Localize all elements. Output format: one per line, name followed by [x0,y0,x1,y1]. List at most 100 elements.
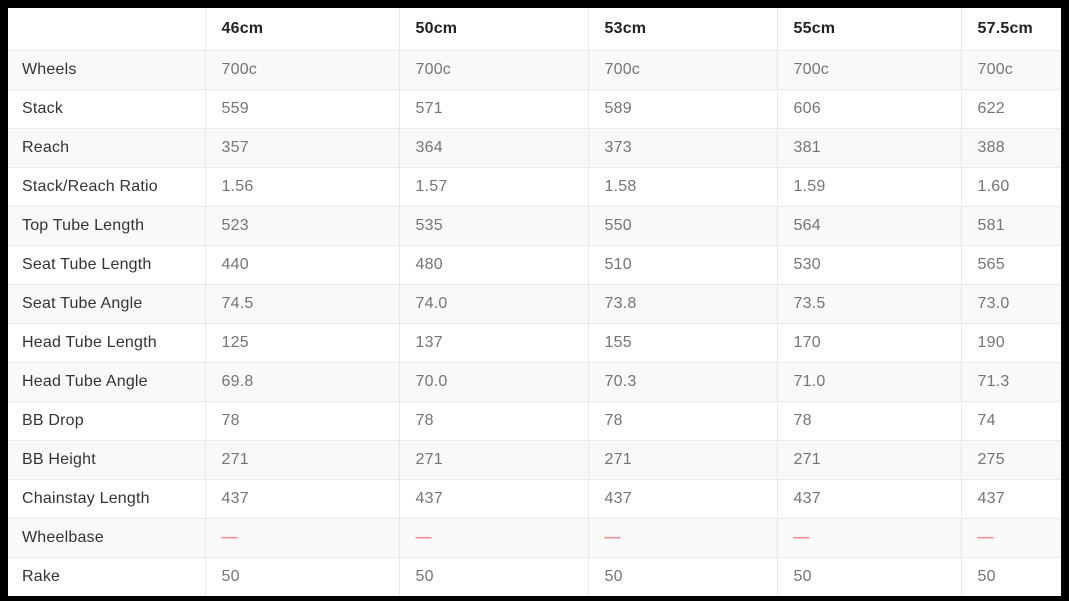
table-cell: 606 [777,89,962,129]
table-cell: 437 [777,479,962,519]
cell-value: 50 [977,568,996,585]
table-cell: 440 [205,245,400,285]
cell-value: 71.0 [793,373,826,390]
table-cell: 50 [588,557,778,596]
table-cell: 1.57 [399,167,589,207]
cell-value: 78 [793,412,812,429]
table-row: Head Tube Angle 69.8 70.0 70.3 71.0 71.3 [8,362,1061,402]
cell-value: 50 [415,568,434,585]
table-cell: 523 [205,206,400,246]
cell-value: 50 [793,568,812,585]
cell-value: 73.0 [977,295,1010,312]
table-cell: 74.5 [205,284,400,324]
table-cell: 700c [399,50,589,90]
cell-value: 71.3 [977,373,1010,390]
table-cell: 437 [205,479,400,519]
cell-value: 1.57 [415,178,448,195]
cell-value: 50 [604,568,623,585]
table-row: Chainstay Length 437 437 437 437 437 [8,479,1061,519]
row-label: Wheels [8,50,206,90]
table-body: Wheels 700c 700c 700c 700c 700c Stack 559 571 589… [8,50,1061,596]
table-row: BB Drop 78 78 78 78 74 [8,401,1061,441]
cell-value: 437 [977,490,1005,507]
table-cell: 78 [399,401,589,441]
table-cell: 125 [205,323,400,363]
row-label: Rake [8,557,206,596]
cell-value: 581 [977,217,1005,234]
cell-value: 700c [793,61,829,78]
table-cell: 437 [961,479,1061,519]
table-cell: 78 [588,401,778,441]
table-cell: 700c [777,50,962,90]
table-cell: 73.0 [961,284,1061,324]
cell-value: 275 [977,451,1005,468]
table-header: 46cm 50cm 53cm 55cm 57.5cm [8,8,1061,51]
cell-value: 74 [977,412,996,429]
cell-value: 606 [793,100,821,117]
table-cell: 50 [777,557,962,596]
table-cell: 137 [399,323,589,363]
table-row: Stack 559 571 589 606 622 [8,89,1061,129]
table-cell: 50 [205,557,400,596]
table-cell: 71.0 [777,362,962,402]
table-cell: 74.0 [399,284,589,324]
table-cell: 271 [205,440,400,480]
table-cell: 700c [205,50,400,90]
cell-value: 73.5 [793,295,826,312]
table-cell: 364 [399,128,589,168]
cell-value: 700c [415,61,451,78]
cell-value: 510 [604,256,632,273]
table-cell: 70.0 [399,362,589,402]
table-cell: 550 [588,206,778,246]
cell-value: 271 [415,451,443,468]
cell-value: 78 [604,412,623,429]
table-row: Head Tube Length 125 137 155 170 190 [8,323,1061,363]
cell-value: 589 [604,100,632,117]
cell-value: 388 [977,139,1005,156]
table-cell: 565 [961,245,1061,285]
column-header: 55cm [777,8,962,51]
table-cell: 535 [399,206,589,246]
missing-value-dash: — [221,529,238,546]
cell-value: 364 [415,139,443,156]
table-cell: 271 [588,440,778,480]
table-cell: 388 [961,128,1061,168]
table-cell: 271 [777,440,962,480]
cell-value: 125 [221,334,249,351]
table-cell: 275 [961,440,1061,480]
corner-header-cell [8,8,206,51]
row-label: Chainstay Length [8,479,206,519]
table-cell: 50 [399,557,589,596]
cell-value: 190 [977,334,1005,351]
cell-value: 50 [221,568,240,585]
table-cell: 510 [588,245,778,285]
cell-value: 1.60 [977,178,1010,195]
cell-value: 480 [415,256,443,273]
cell-value: 271 [604,451,632,468]
cell-value: 564 [793,217,821,234]
cell-value: 74.0 [415,295,448,312]
table-cell: 559 [205,89,400,129]
table-cell: 1.60 [961,167,1061,207]
table-cell: 73.5 [777,284,962,324]
row-label: Reach [8,128,206,168]
table-cell: 700c [961,50,1061,90]
cell-value: 523 [221,217,249,234]
missing-value-dash: — [793,529,810,546]
row-label: Head Tube Length [8,323,206,363]
table-cell: 170 [777,323,962,363]
row-label: Stack [8,89,206,129]
cell-value: 550 [604,217,632,234]
column-header: 50cm [399,8,589,51]
cell-value: 571 [415,100,443,117]
table-cell: 480 [399,245,589,285]
cell-value: 437 [604,490,632,507]
cell-value: 535 [415,217,443,234]
table-row: Stack/Reach Ratio 1.56 1.57 1.58 1.59 1.60 [8,167,1061,207]
table-cell: 530 [777,245,962,285]
table-cell: 69.8 [205,362,400,402]
row-label: Stack/Reach Ratio [8,167,206,207]
cell-value: 70.3 [604,373,637,390]
table-cell: 564 [777,206,962,246]
table-cell: — [961,518,1061,558]
